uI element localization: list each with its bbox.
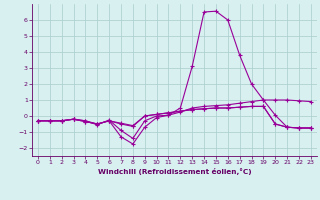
X-axis label: Windchill (Refroidissement éolien,°C): Windchill (Refroidissement éolien,°C) — [98, 168, 251, 175]
